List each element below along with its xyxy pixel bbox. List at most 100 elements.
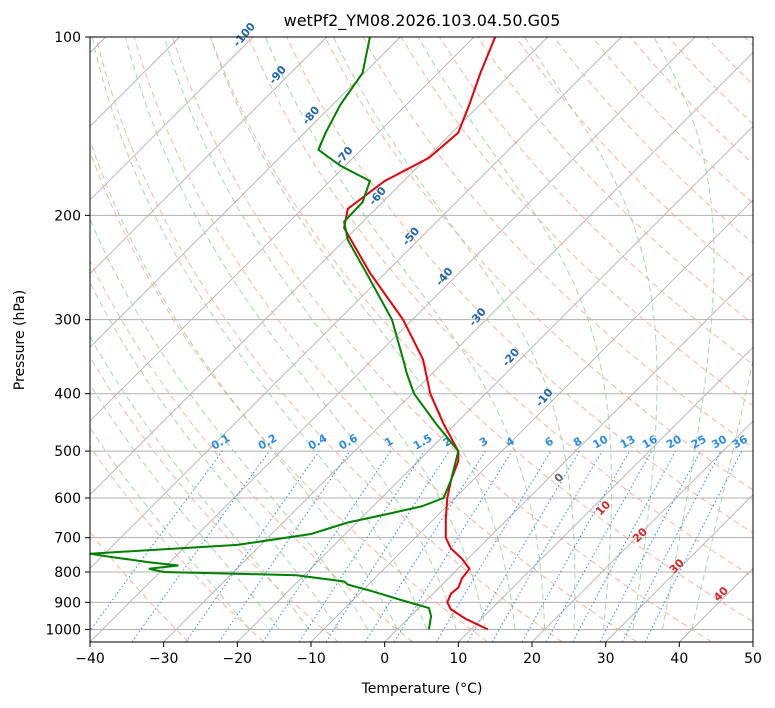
mixing-ratio-line: [545, 450, 653, 642]
isotherm-line: [90, 37, 401, 348]
mixing-ratio-label: 1.5: [411, 432, 434, 453]
isotherm-line: [90, 37, 254, 201]
dry-adiabat-line: [706, 37, 753, 86]
y-tick-label: 800: [54, 565, 81, 581]
dry-adiabat-line: [248, 37, 753, 578]
x-axis: −40 −30 −20 −10 0 10 20 30 40 50: [75, 642, 762, 667]
mixing-ratio-label: 10: [590, 432, 610, 451]
mixing-ratio-label: 6: [543, 434, 556, 449]
x-tick-label: −30: [149, 651, 179, 667]
y-tick-label: 1000: [45, 622, 81, 638]
mixing-ratio-label: 25: [689, 433, 709, 452]
x-tick-label: 10: [449, 651, 467, 667]
dry-adiabat-line: [668, 37, 753, 125]
isotherm-line: [90, 37, 548, 496]
mixing-ratio-line: [185, 450, 320, 642]
dry-adiabat-line: [95, 37, 563, 642]
profiles: [90, 37, 497, 631]
mixing-ratio-line: [218, 450, 351, 642]
y-tick-label: 500: [54, 444, 81, 460]
moist-adiabat-line: [691, 358, 753, 630]
dry-adiabat-line: [90, 356, 339, 642]
isotherm-line: [752, 641, 753, 642]
isopleth-labels: 0.1 0.2 0.4 0.6 1 1.5 2 3 4 6 8 10 13 16 20 25 30 36-100-…: [209, 20, 750, 604]
x-tick-label: −20: [223, 651, 253, 667]
x-tick-label: −10: [296, 651, 326, 667]
dry-adiabat-label: -20: [500, 345, 523, 369]
moist-adiabat-line: [90, 217, 369, 630]
mixing-ratio-line: [298, 450, 425, 642]
isotherm-line: [237, 125, 753, 642]
mixing-ratio-line: [131, 450, 270, 642]
plot-frame: [89, 36, 754, 643]
mixing-ratio-label: 30: [709, 432, 729, 451]
dry-adiabat-label: -30: [466, 305, 489, 329]
x-tick-label: 0: [380, 651, 389, 667]
mixing-ratio-line: [599, 450, 701, 642]
dry-adiabat-line: [171, 37, 712, 642]
mixing-ratio-label: 8: [571, 435, 584, 450]
isotherm-line: [90, 37, 696, 642]
dry-adiabat-line: [90, 259, 414, 642]
moist-adiabat-line: [209, 37, 516, 630]
moist-adiabat-line: [90, 335, 310, 630]
moist-adiabat-line: [90, 427, 251, 630]
x-tick-label: −40: [75, 651, 105, 667]
y-tick-label: 100: [54, 30, 81, 46]
mixing-ratio-label: 20: [664, 432, 684, 451]
y-tick-label: 600: [54, 491, 81, 507]
moist-adiabat-line: [265, 37, 546, 630]
dry-adiabat-line: [90, 445, 264, 642]
isotherm-line: [90, 37, 327, 275]
mixing-ratio-label: 1: [382, 435, 395, 450]
isotherm-line: [163, 52, 753, 642]
mixing-ratio-line: [393, 450, 513, 642]
x-tick-label: 20: [523, 651, 541, 667]
x-tick-label: 50: [744, 651, 762, 667]
mixing-ratio-line: [90, 450, 223, 632]
moist-adiabat-line: [524, 37, 658, 630]
x-tick-label: 30: [597, 651, 615, 667]
moist-adiabat-line: [653, 37, 715, 630]
y-tick-label: 900: [54, 595, 81, 611]
mixing-ratio-label: 0.2: [256, 432, 279, 453]
mixing-ratio-line: [644, 450, 743, 642]
y-tick-label: 700: [54, 531, 81, 547]
isotherm-line: [384, 273, 753, 642]
moist-adiabat-line: [90, 383, 280, 630]
dry-adiabat-line: [133, 37, 638, 642]
dry-adiabat-line: [286, 37, 753, 534]
isotherm-line: [458, 346, 753, 642]
moist-adiabat-label: 10: [593, 498, 613, 518]
x-axis-label: Temperature (°C): [361, 681, 483, 697]
moist-adiabat-label: 30: [667, 556, 687, 576]
isotherm-line: [90, 37, 475, 422]
dry-adiabat-label: -60: [366, 184, 389, 208]
mixing-ratio-line: [262, 450, 392, 642]
isotherm-line: [605, 494, 753, 642]
y-axis-label: Pressure (hPa): [12, 290, 28, 390]
y-tick-label: 200: [54, 208, 81, 224]
y-tick-label: 400: [54, 387, 81, 403]
mixing-ratio-label: 3: [477, 435, 490, 450]
dry-adiabat-label: -40: [433, 265, 456, 289]
dry-adiabat-line: [324, 37, 753, 491]
mixing-ratio-line: [364, 450, 486, 642]
y-tick-label: 300: [54, 313, 81, 329]
isotherm-line: [679, 567, 753, 642]
dry-adiabat-line: [210, 37, 753, 623]
moist-adiabat-line: [90, 138, 398, 630]
dewpoint-profile: [90, 37, 460, 630]
mixing-ratio-label: 0.1: [209, 432, 232, 453]
isotherm-line: [90, 37, 622, 569]
dry-adiabat-line: [744, 37, 753, 47]
moist-adiabat-line: [417, 37, 612, 630]
y-axis: 100 200 300 400 500 600 700 800 900 1000: [45, 30, 90, 638]
mixing-ratio-line: [572, 450, 677, 642]
temperature-profile: [343, 37, 497, 631]
moist-adiabat-line: [332, 37, 576, 630]
chart-title: wetPf2_YM08.2026.103.04.50.G05: [284, 11, 561, 31]
dry-adiabat-line: [591, 37, 753, 204]
dry-adiabat-line: [553, 37, 753, 244]
